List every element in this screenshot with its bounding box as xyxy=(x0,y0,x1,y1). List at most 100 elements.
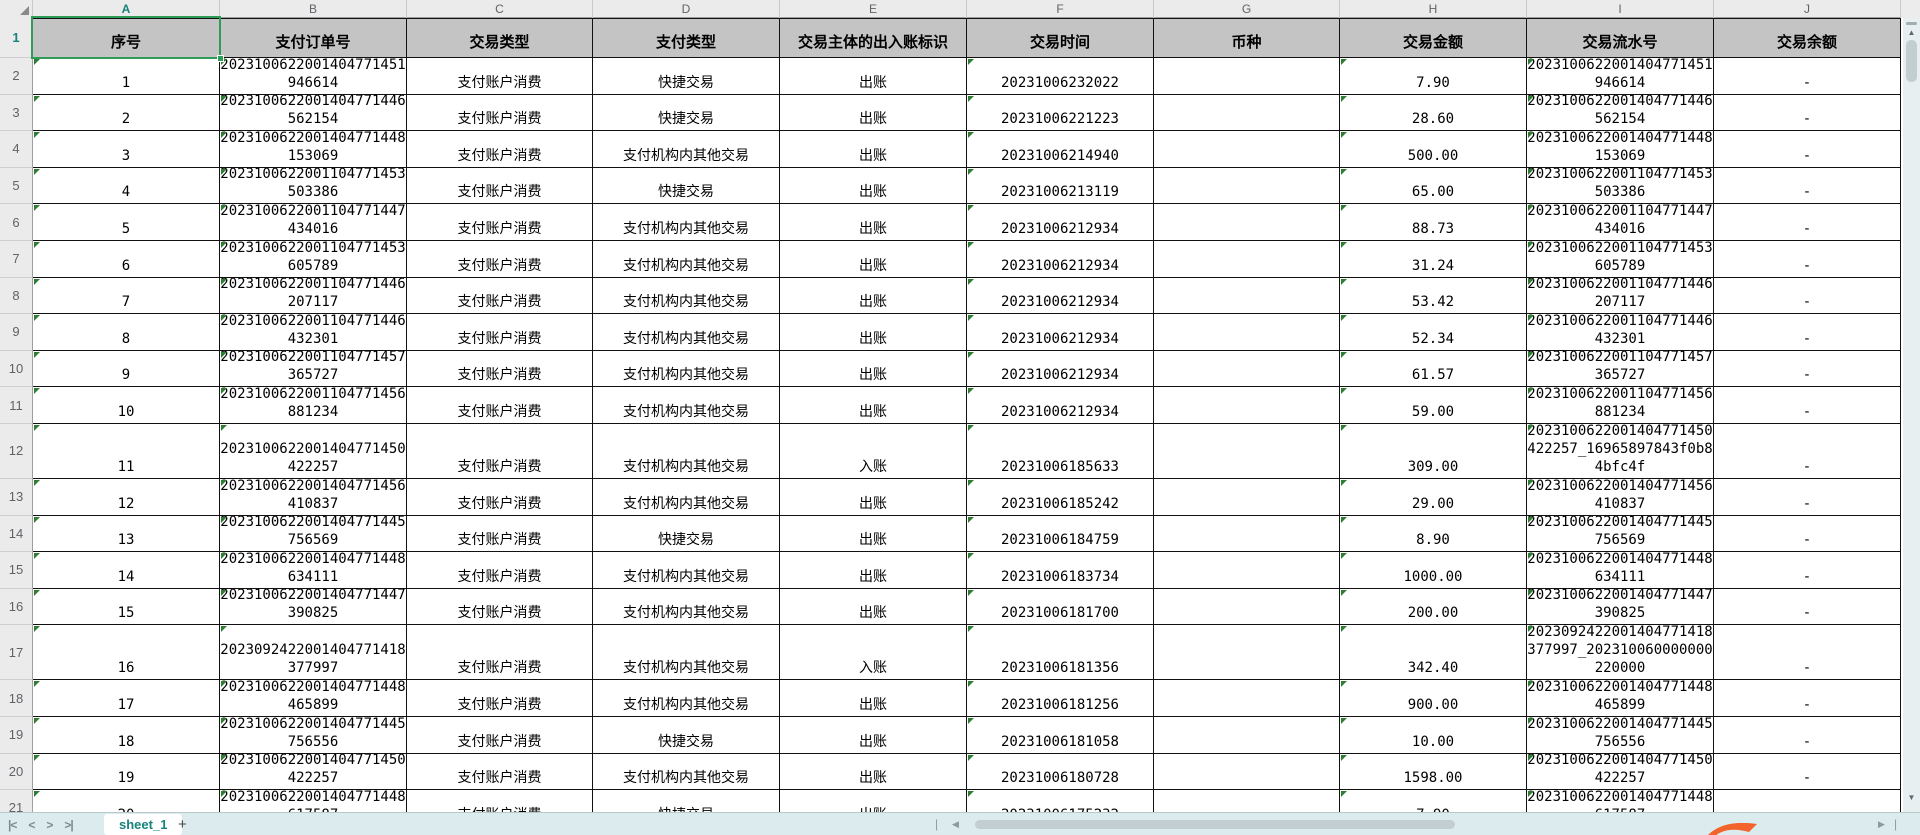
row-header-17[interactable]: 17 xyxy=(0,625,33,681)
data-cell[interactable]: 快捷交易 xyxy=(593,790,780,812)
data-cell[interactable] xyxy=(1154,350,1340,388)
data-cell[interactable]: 2023100622001404771446562154 xyxy=(220,94,407,132)
data-cell[interactable]: 2023100622001404771456410837 xyxy=(1527,478,1714,516)
data-cell[interactable]: - xyxy=(1714,625,1901,681)
row-header-14[interactable]: 14 xyxy=(0,515,33,553)
row-header-12[interactable]: 12 xyxy=(0,423,33,479)
data-cell[interactable]: 入账 xyxy=(780,423,967,479)
data-cell[interactable]: 支付账户消费 xyxy=(407,167,593,205)
header-cell[interactable]: 交易时间 xyxy=(967,18,1154,58)
row-header-16[interactable]: 16 xyxy=(0,588,33,626)
data-cell[interactable] xyxy=(1154,204,1340,241)
data-cell[interactable]: 65.00 xyxy=(1340,167,1527,205)
row-header-1[interactable]: 1 xyxy=(0,18,33,58)
data-cell[interactable]: - xyxy=(1714,350,1901,388)
sheet-tab[interactable]: sheet_1 xyxy=(104,814,183,835)
data-cell[interactable]: 出账 xyxy=(780,790,967,812)
data-cell[interactable]: 支付机构内其他交易 xyxy=(593,680,780,717)
data-cell[interactable]: 1 xyxy=(33,58,220,95)
data-cell[interactable]: - xyxy=(1714,588,1901,626)
data-cell[interactable]: - xyxy=(1714,204,1901,241)
data-cell[interactable]: 2023100622001404771448153069 xyxy=(220,131,407,168)
column-header-E[interactable]: E xyxy=(780,0,967,18)
data-cell[interactable]: 20231006221223 xyxy=(967,94,1154,132)
data-cell[interactable]: 出账 xyxy=(780,478,967,516)
data-cell[interactable]: 2 xyxy=(33,94,220,132)
data-cell[interactable]: 支付账户消费 xyxy=(407,680,593,717)
data-cell[interactable]: 2023100622001404771450422257_16965897843… xyxy=(1527,423,1714,479)
row-header-18[interactable]: 18 xyxy=(0,680,33,717)
data-cell[interactable]: 20231006181256 xyxy=(967,680,1154,717)
data-cell[interactable]: 10.00 xyxy=(1340,716,1527,754)
data-cell[interactable]: 支付机构内其他交易 xyxy=(593,753,780,791)
data-cell[interactable]: 11 xyxy=(33,423,220,479)
data-cell[interactable]: 61.57 xyxy=(1340,350,1527,388)
header-cell[interactable]: 支付订单号 xyxy=(220,18,407,58)
column-header-B[interactable]: B xyxy=(220,0,407,18)
row-header-13[interactable]: 13 xyxy=(0,478,33,516)
data-cell[interactable]: 18 xyxy=(33,716,220,754)
first-sheet-icon[interactable]: |< xyxy=(8,817,17,832)
data-cell[interactable]: 16 xyxy=(33,625,220,681)
data-cell[interactable] xyxy=(1154,131,1340,168)
data-cell[interactable]: - xyxy=(1714,716,1901,754)
data-cell[interactable]: 2023100622001404771445756556 xyxy=(220,716,407,754)
data-cell[interactable]: 2023100622001104771457365727 xyxy=(220,350,407,388)
data-cell[interactable]: - xyxy=(1714,423,1901,479)
split-handle[interactable] xyxy=(1906,22,1917,25)
last-sheet-icon[interactable]: >| xyxy=(64,817,73,832)
add-sheet-button[interactable]: + xyxy=(178,816,187,833)
data-cell[interactable]: 支付账户消费 xyxy=(407,240,593,278)
data-cell[interactable] xyxy=(1154,716,1340,754)
header-cell[interactable]: 序号 xyxy=(33,18,220,58)
data-cell[interactable]: 支付账户消费 xyxy=(407,588,593,626)
data-cell[interactable]: 出账 xyxy=(780,515,967,553)
data-cell[interactable]: 2023100622001404771448465899 xyxy=(1527,680,1714,717)
column-header-G[interactable]: G xyxy=(1154,0,1340,18)
data-cell[interactable]: 88.73 xyxy=(1340,204,1527,241)
data-cell[interactable]: 14 xyxy=(33,552,220,589)
data-cell[interactable]: 支付机构内其他交易 xyxy=(593,387,780,424)
data-cell[interactable]: 20231006212934 xyxy=(967,240,1154,278)
data-cell[interactable]: 9 xyxy=(33,350,220,388)
data-cell[interactable]: 13 xyxy=(33,515,220,553)
data-cell[interactable]: 2023100622001404771448617587 xyxy=(1527,790,1714,812)
data-cell[interactable]: 20231006212934 xyxy=(967,350,1154,388)
row-header-21[interactable]: 21 xyxy=(0,790,33,812)
data-cell[interactable]: - xyxy=(1714,58,1901,95)
data-cell[interactable]: 20231006213119 xyxy=(967,167,1154,205)
data-cell[interactable]: 快捷交易 xyxy=(593,716,780,754)
data-cell[interactable]: 2023100622001404771451946614 xyxy=(220,58,407,95)
data-cell[interactable] xyxy=(1154,680,1340,717)
data-cell[interactable]: 支付账户消费 xyxy=(407,423,593,479)
horizontal-scroll-thumb[interactable] xyxy=(975,820,1455,829)
data-cell[interactable]: 2023100622001404771448617587 xyxy=(220,790,407,812)
data-cell[interactable]: 20231006185633 xyxy=(967,423,1154,479)
data-cell[interactable]: 支付账户消费 xyxy=(407,314,593,351)
row-header-4[interactable]: 4 xyxy=(0,131,33,168)
data-cell[interactable]: 入账 xyxy=(780,625,967,681)
data-cell[interactable]: 19 xyxy=(33,753,220,791)
data-cell[interactable]: 8 xyxy=(33,314,220,351)
column-header-A[interactable]: A xyxy=(33,0,220,18)
data-cell[interactable]: 支付账户消费 xyxy=(407,753,593,791)
data-cell[interactable]: - xyxy=(1714,314,1901,351)
scroll-right-icon[interactable]: ▶ xyxy=(1878,819,1885,829)
data-cell[interactable]: 20231006212934 xyxy=(967,204,1154,241)
data-cell[interactable]: 2023100622001404771456410837 xyxy=(220,478,407,516)
data-cell[interactable]: 17 xyxy=(33,680,220,717)
data-cell[interactable]: - xyxy=(1714,478,1901,516)
data-cell[interactable]: 309.00 xyxy=(1340,423,1527,479)
data-cell[interactable] xyxy=(1154,423,1340,479)
data-cell[interactable]: 2023100622001404771447390825 xyxy=(1527,588,1714,626)
data-cell[interactable]: 4 xyxy=(33,167,220,205)
scroll-down-icon[interactable]: ▼ xyxy=(1907,793,1916,802)
data-cell[interactable]: 支付账户消费 xyxy=(407,204,593,241)
select-all-corner[interactable] xyxy=(0,0,33,18)
data-cell[interactable]: 12 xyxy=(33,478,220,516)
data-cell[interactable]: 20 xyxy=(33,790,220,812)
data-cell[interactable]: 出账 xyxy=(780,94,967,132)
data-cell[interactable]: 出账 xyxy=(780,552,967,589)
data-cell[interactable]: 8.90 xyxy=(1340,515,1527,553)
data-cell[interactable]: 7.90 xyxy=(1340,790,1527,812)
